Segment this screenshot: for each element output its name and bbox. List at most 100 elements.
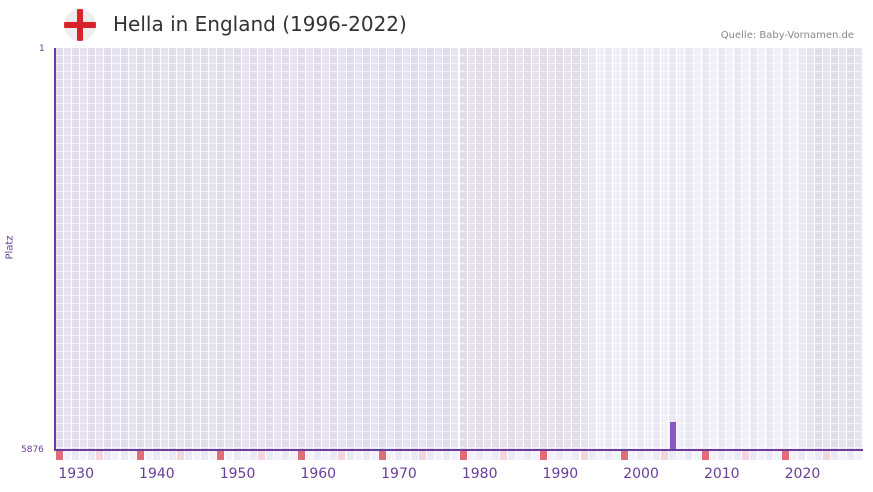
grid-column <box>370 48 378 450</box>
x-tick-label: 1960 <box>300 466 337 482</box>
grid-column <box>467 48 475 450</box>
grid-column <box>435 48 443 450</box>
year-marker <box>185 451 193 460</box>
year-marker <box>136 451 144 460</box>
grid-column <box>693 48 701 450</box>
year-marker <box>822 451 830 460</box>
grid-column <box>814 48 822 450</box>
year-marker <box>548 451 556 460</box>
year-marker <box>257 451 265 460</box>
rank-bar[interactable] <box>670 422 677 449</box>
grid-column <box>483 48 491 450</box>
year-marker <box>564 451 572 460</box>
grid-column <box>628 48 637 450</box>
x-tick-label: 1940 <box>139 466 175 482</box>
year-marker <box>128 451 136 460</box>
grid-column <box>725 48 733 450</box>
grid-column <box>774 48 782 450</box>
year-marker <box>64 451 72 460</box>
year-marker <box>80 451 88 460</box>
year-marker <box>72 451 80 460</box>
year-marker <box>330 451 338 460</box>
grid-column <box>193 48 201 450</box>
x-tick-label: 1990 <box>542 466 579 482</box>
grid-column <box>386 48 394 450</box>
year-marker <box>394 451 402 460</box>
year-marker <box>637 451 645 460</box>
grid-column <box>854 48 862 450</box>
grid-column <box>96 48 104 450</box>
grid-column <box>168 48 177 450</box>
grid-column <box>330 48 338 450</box>
year-marker <box>217 451 225 460</box>
year-marker <box>306 451 314 460</box>
grid-column <box>160 48 168 450</box>
year-marker <box>281 451 289 460</box>
year-marker <box>209 451 217 460</box>
grid-column <box>104 48 112 450</box>
year-marker <box>677 451 685 460</box>
year-marker <box>152 451 160 460</box>
year-marker <box>661 451 669 460</box>
grid-column <box>241 48 249 450</box>
x-tick-label: 2020 <box>784 466 821 482</box>
year-marker <box>193 451 201 460</box>
year-marker <box>314 451 322 460</box>
year-marker <box>443 451 451 460</box>
grid-column <box>403 48 411 450</box>
year-marker <box>273 451 281 460</box>
year-marker <box>653 451 661 460</box>
year-marker <box>782 451 790 460</box>
grid-column <box>524 48 532 450</box>
grid-column <box>661 48 669 450</box>
year-marker <box>144 451 152 460</box>
grid-column <box>507 48 515 450</box>
grid-column <box>580 48 588 450</box>
grid-column <box>491 48 499 450</box>
year-marker <box>378 451 386 460</box>
grid-column <box>112 48 120 450</box>
grid-column <box>798 48 806 450</box>
grid-column <box>225 48 233 450</box>
year-marker <box>160 451 168 460</box>
year-marker <box>596 451 604 460</box>
y-axis-label: Platz <box>4 235 16 260</box>
grid-column <box>564 48 572 450</box>
year-marker <box>290 451 298 460</box>
year-marker <box>693 451 701 460</box>
grid-column <box>128 48 136 450</box>
x-tick-label: 1970 <box>381 466 417 482</box>
year-marker <box>362 451 370 460</box>
year-marker <box>515 451 523 460</box>
grid-column <box>556 48 564 450</box>
year-marker <box>507 451 515 460</box>
x-tick-label: 1950 <box>219 466 256 482</box>
year-marker <box>540 451 548 460</box>
grid-column <box>717 48 725 450</box>
grid-column <box>669 48 677 450</box>
year-marker <box>838 451 846 460</box>
grid-column <box>185 48 193 450</box>
grid-column <box>201 48 209 450</box>
year-marker <box>766 451 774 460</box>
grid-column <box>120 48 128 450</box>
grid-column <box>152 48 160 450</box>
year-marker <box>628 451 636 460</box>
x-axis <box>56 449 863 451</box>
year-marker <box>451 451 459 460</box>
grid-column <box>338 48 346 450</box>
year-marker <box>467 451 475 460</box>
year-marker <box>790 451 798 460</box>
year-marker <box>556 451 564 460</box>
year-marker <box>419 451 427 460</box>
year-marker <box>56 451 63 460</box>
year-marker <box>168 451 176 460</box>
year-marker <box>774 451 782 460</box>
grid-column <box>645 48 653 450</box>
grid-column <box>64 48 72 450</box>
year-marker <box>354 451 362 460</box>
grid-column <box>572 48 580 450</box>
year-marker <box>112 451 120 460</box>
year-marker <box>830 451 838 460</box>
grid-column <box>758 48 766 450</box>
